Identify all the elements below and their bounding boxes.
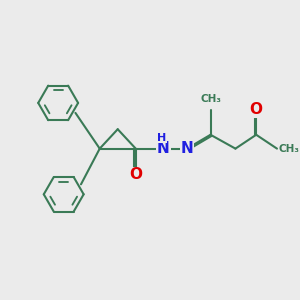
Text: O: O bbox=[250, 102, 263, 117]
Text: N: N bbox=[157, 141, 170, 156]
Text: N: N bbox=[181, 141, 193, 156]
Text: CH₃: CH₃ bbox=[200, 94, 221, 104]
Text: CH₃: CH₃ bbox=[278, 144, 299, 154]
Text: H: H bbox=[158, 133, 167, 143]
Text: O: O bbox=[129, 167, 142, 182]
